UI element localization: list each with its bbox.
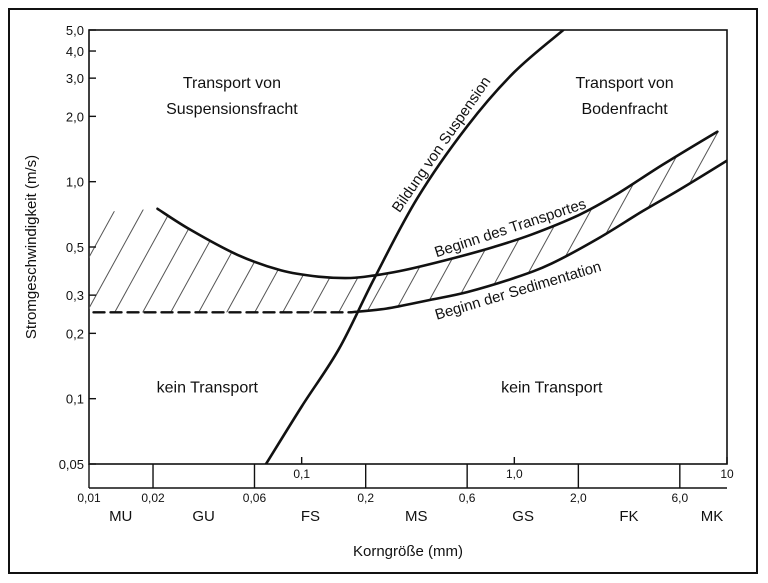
x-tick-label-lower-3: 0,2: [357, 491, 374, 505]
hatch-line-9: [300, 129, 412, 313]
region-label-2: Transport von: [576, 75, 674, 92]
curve-bildung-von-suspension: [264, 30, 565, 464]
y-tick-label-8: 0,1: [66, 392, 84, 407]
region-label-5: kein Transport: [501, 379, 603, 396]
hatch-line-25: [749, 130, 768, 330]
x-tick-label-lower-2: 0,06: [243, 491, 267, 505]
hatch-line-7: [244, 129, 356, 313]
curve-label-0: Bildung von Suspension: [389, 74, 495, 216]
hatch-line-21: [636, 129, 727, 313]
curves: [92, 30, 727, 464]
y-tick-label-5: 0,5: [66, 240, 84, 255]
x-tick-label-lower-1: 0,02: [141, 491, 165, 505]
hatch-line-19: [580, 129, 692, 313]
x-tick-label-upper-2: 10: [720, 467, 734, 481]
grain-class-mk: MK: [701, 508, 724, 525]
figure-frame: [8, 8, 758, 574]
region-labels: Transport von Suspensionsfracht Transport …: [157, 75, 674, 396]
y-tick-label-7: 0,2: [66, 326, 84, 341]
region-label-0: Transport von: [183, 75, 281, 92]
grain-class-fs: FS: [301, 508, 320, 525]
y-tick-label-6: 0,3: [66, 288, 84, 303]
x-tick-label-upper-1: 1,0: [506, 467, 523, 481]
hatch-line-1: [89, 129, 188, 313]
hatch-line-5: [188, 129, 300, 313]
x-tick-label-upper-0: 0,1: [293, 467, 310, 481]
region-label-1: Suspensionsfracht: [166, 101, 298, 118]
x-tick-label-lower-0: 0,01: [77, 491, 101, 505]
hatch-line-8: [272, 129, 384, 313]
hatch-line-23: [692, 129, 727, 313]
grain-class-gs: GS: [512, 508, 534, 525]
grain-class-gu: GU: [192, 508, 215, 525]
hatch-line-20: [608, 129, 720, 313]
hatch-line-24: [720, 129, 727, 313]
y-axis-label: Stromgeschwindigkeit (m/s): [23, 155, 40, 339]
hatched-zone: [89, 129, 768, 330]
x-tick-label-lower-4: 0,6: [459, 491, 476, 505]
y-tick-label-0: 5,0: [66, 23, 84, 38]
curve-beginn-der-sedimentation: [349, 159, 727, 314]
hatch-line-4: [160, 129, 272, 313]
x-axis: 0,1 1,0 10 0,01 0,02 0,06 0,2 0,6 2,0 6,0: [77, 457, 734, 505]
plot-area: [88, 29, 728, 465]
hatch-line-3: [132, 129, 244, 313]
x-tick-label-lower-5: 2,0: [570, 491, 587, 505]
grain-class-fk: FK: [619, 508, 638, 525]
hatch-line-6: [216, 129, 328, 313]
grain-class-labels: MU GU FS MS GS FK MK: [109, 508, 723, 525]
grain-class-mu: MU: [109, 508, 132, 525]
region-label-4: kein Transport: [157, 379, 259, 396]
curve-label-1: Beginn des Transportes: [432, 196, 588, 262]
hatch-line-22: [664, 129, 727, 313]
hatch-line-11: [356, 129, 468, 313]
y-tick-label-2: 3,0: [66, 71, 84, 86]
y-tick-label-9: 0,05: [59, 457, 84, 472]
hatch-line-2: [104, 129, 216, 313]
curve-beginn-des-transportes: [156, 130, 719, 280]
y-tick-label-4: 1,0: [66, 175, 84, 190]
curve-label-2: Beginn der Sedimentation: [433, 258, 603, 324]
y-axis: 5,0 4,0 3,0 2,0 1,0 0,5 0,3 0,2 0,1 0,05: [59, 23, 96, 472]
x-axis-label: Korngröße (mm): [353, 543, 463, 560]
region-label-3: Bodenfracht: [581, 101, 668, 118]
hatch-line-18: [552, 129, 664, 313]
y-tick-label-1: 4,0: [66, 44, 84, 59]
x-tick-label-lower-6: 6,0: [671, 491, 688, 505]
y-tick-label-3: 2,0: [66, 109, 84, 124]
grain-class-ms: MS: [405, 508, 428, 525]
